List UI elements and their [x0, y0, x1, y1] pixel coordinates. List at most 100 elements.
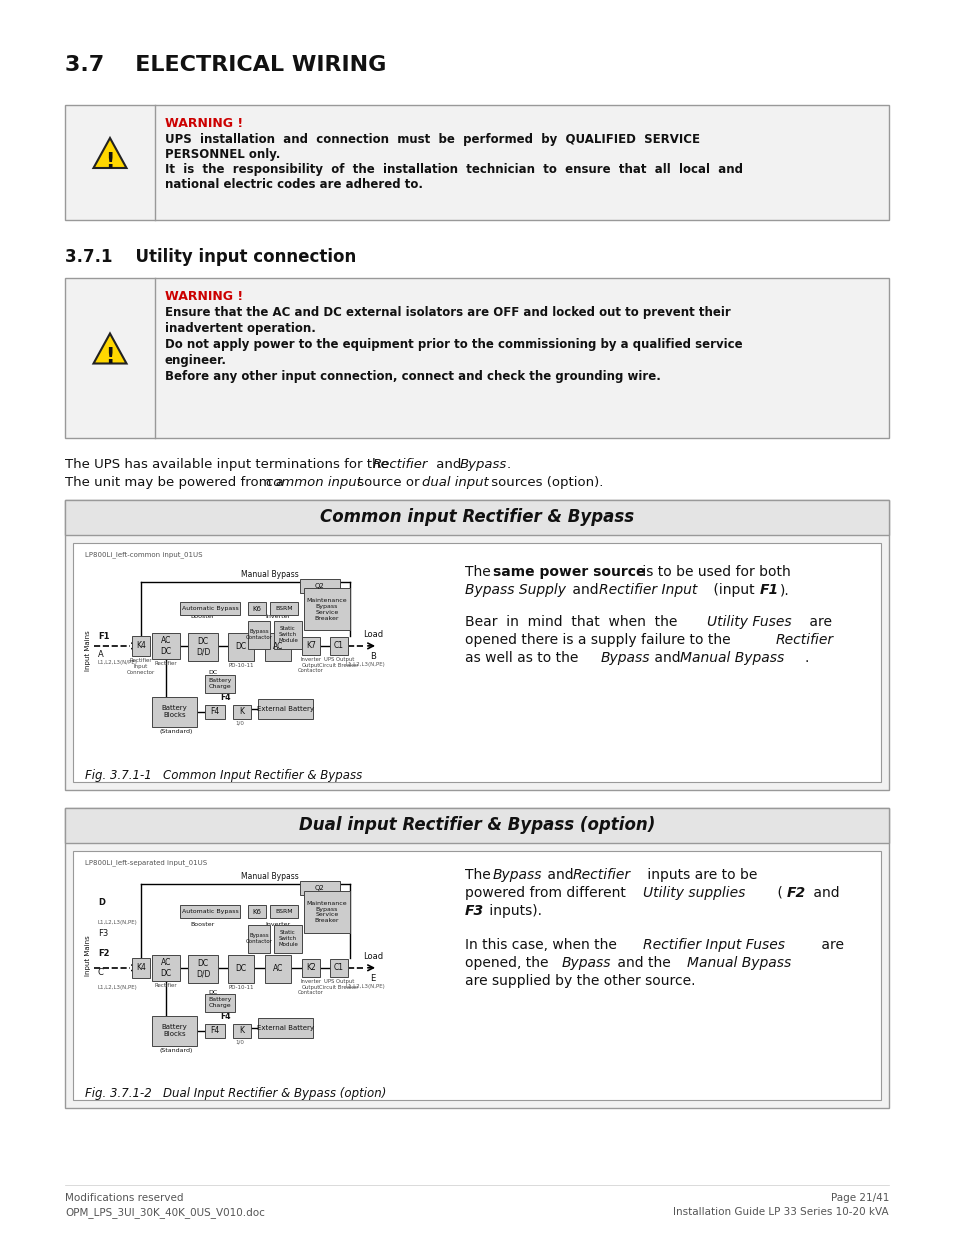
- Text: sources (option).: sources (option).: [486, 475, 602, 489]
- Text: Rectifier Input Fuses: Rectifier Input Fuses: [642, 939, 784, 952]
- Text: Booster: Booster: [191, 614, 214, 619]
- FancyBboxPatch shape: [233, 1024, 251, 1037]
- Text: are: are: [816, 939, 843, 952]
- Text: inadvertent operation.: inadvertent operation.: [165, 322, 315, 335]
- FancyBboxPatch shape: [228, 632, 253, 661]
- FancyBboxPatch shape: [302, 958, 319, 977]
- Text: Input Mains: Input Mains: [85, 935, 91, 976]
- FancyBboxPatch shape: [304, 890, 350, 932]
- Text: DC: DC: [235, 642, 246, 651]
- Text: The UPS has available input terminations for the: The UPS has available input terminations…: [65, 458, 393, 471]
- FancyBboxPatch shape: [180, 905, 240, 919]
- Text: Battery
Blocks: Battery Blocks: [161, 1024, 187, 1037]
- Text: UPS Output
Circuit Breaker: UPS Output Circuit Breaker: [319, 979, 358, 989]
- Text: Load: Load: [362, 952, 383, 961]
- FancyBboxPatch shape: [302, 637, 319, 655]
- FancyBboxPatch shape: [73, 543, 880, 782]
- Text: Input Mains: Input Mains: [85, 630, 91, 671]
- Text: It  is  the  responsibility  of  the  installation  technician  to  ensure  that: It is the responsibility of the installa…: [165, 163, 742, 177]
- FancyBboxPatch shape: [299, 882, 339, 895]
- Text: Battery
Charge: Battery Charge: [208, 998, 232, 1008]
- Text: B: B: [370, 652, 375, 661]
- Text: A: A: [98, 650, 104, 659]
- FancyBboxPatch shape: [248, 905, 266, 919]
- FancyBboxPatch shape: [304, 588, 350, 630]
- FancyBboxPatch shape: [330, 637, 348, 655]
- Text: Utility Fuses: Utility Fuses: [706, 615, 791, 629]
- Text: F4: F4: [220, 1011, 231, 1021]
- Text: F2: F2: [786, 885, 805, 900]
- FancyBboxPatch shape: [65, 278, 888, 438]
- Text: Bypass: Bypass: [561, 956, 611, 969]
- Text: Q2: Q2: [314, 583, 325, 589]
- Text: The: The: [464, 868, 495, 882]
- FancyBboxPatch shape: [132, 636, 150, 656]
- Text: L1,L2,L3(N,PE): L1,L2,L3(N,PE): [98, 984, 137, 989]
- Text: DC: DC: [208, 989, 217, 995]
- Text: Inverter
Output
Contactor: Inverter Output Contactor: [297, 979, 324, 995]
- FancyBboxPatch shape: [205, 994, 234, 1011]
- Text: Manual Bypass: Manual Bypass: [679, 651, 783, 664]
- Text: AC
DC: AC DC: [160, 958, 172, 977]
- Text: .: .: [506, 458, 511, 471]
- Text: E: E: [370, 974, 375, 983]
- FancyBboxPatch shape: [65, 808, 888, 1108]
- Text: Manual Bypass: Manual Bypass: [241, 571, 298, 579]
- Text: Dual input Rectifier & Bypass (option): Dual input Rectifier & Bypass (option): [298, 816, 655, 835]
- Text: Inverter
Output
Contactor: Inverter Output Contactor: [297, 657, 324, 673]
- FancyBboxPatch shape: [65, 808, 888, 844]
- FancyBboxPatch shape: [248, 621, 270, 648]
- Text: The: The: [464, 564, 495, 579]
- Text: K: K: [239, 1026, 244, 1035]
- Text: Static
Switch
Module: Static Switch Module: [277, 626, 297, 643]
- Text: C1: C1: [334, 963, 344, 972]
- Text: K7: K7: [306, 641, 315, 651]
- Text: External Battery: External Battery: [256, 1025, 314, 1031]
- Text: C1: C1: [334, 641, 344, 651]
- Text: F4: F4: [211, 1026, 219, 1035]
- Text: WARNING !: WARNING !: [165, 117, 243, 130]
- Text: Bypass
Contactor: Bypass Contactor: [245, 934, 273, 944]
- Text: LP800Li_left-common input_01US: LP800Li_left-common input_01US: [85, 551, 202, 558]
- Text: !: !: [105, 347, 114, 367]
- Text: F1: F1: [98, 632, 110, 641]
- Text: PD-10-11: PD-10-11: [228, 984, 253, 989]
- FancyBboxPatch shape: [330, 958, 348, 977]
- Text: Rectifier: Rectifier: [154, 661, 177, 666]
- Text: opened, the: opened, the: [464, 956, 553, 969]
- Text: UPS  installation  and  connection  must  be  performed  by  QUALIFIED  SERVICE: UPS installation and connection must be …: [165, 133, 700, 146]
- FancyBboxPatch shape: [152, 632, 180, 659]
- Text: Fig. 3.7.1-1   Common Input Rectifier & Bypass: Fig. 3.7.1-1 Common Input Rectifier & By…: [85, 769, 362, 782]
- Text: (Standard): (Standard): [160, 1047, 193, 1052]
- Text: Battery
Charge: Battery Charge: [208, 678, 232, 689]
- Text: and: and: [567, 583, 602, 597]
- Text: Rectifier: Rectifier: [775, 634, 833, 647]
- Text: D: D: [98, 898, 105, 908]
- Text: AC: AC: [273, 642, 283, 651]
- Text: Rectifier: Rectifier: [154, 983, 177, 988]
- FancyBboxPatch shape: [265, 955, 291, 983]
- Text: 1/0: 1/0: [234, 1040, 244, 1045]
- Text: Utility supplies: Utility supplies: [642, 885, 744, 900]
- Text: Battery
Blocks: Battery Blocks: [161, 705, 187, 718]
- FancyBboxPatch shape: [205, 704, 225, 719]
- Text: Automatic Bypass: Automatic Bypass: [181, 909, 238, 914]
- Text: ).: ).: [780, 583, 789, 597]
- FancyBboxPatch shape: [257, 1018, 313, 1037]
- Text: Ensure that the AC and DC external isolators are OFF and locked out to prevent t: Ensure that the AC and DC external isola…: [165, 306, 730, 319]
- Text: Bypass Supply: Bypass Supply: [464, 583, 565, 597]
- Text: Bear  in  mind  that  when  the: Bear in mind that when the: [464, 615, 681, 629]
- Text: .: .: [804, 651, 808, 664]
- FancyBboxPatch shape: [248, 603, 266, 615]
- Text: Q2: Q2: [314, 885, 325, 892]
- FancyBboxPatch shape: [205, 1024, 225, 1037]
- Text: Bypass: Bypass: [459, 458, 507, 471]
- FancyBboxPatch shape: [180, 603, 240, 615]
- Text: F4: F4: [211, 706, 219, 716]
- FancyBboxPatch shape: [265, 632, 291, 661]
- Text: Bypass: Bypass: [493, 868, 542, 882]
- Text: DC
D/D: DC D/D: [195, 960, 210, 978]
- Text: LP800Li_left-separated input_01US: LP800Li_left-separated input_01US: [85, 860, 207, 866]
- FancyBboxPatch shape: [274, 621, 302, 648]
- Text: F4: F4: [220, 693, 231, 701]
